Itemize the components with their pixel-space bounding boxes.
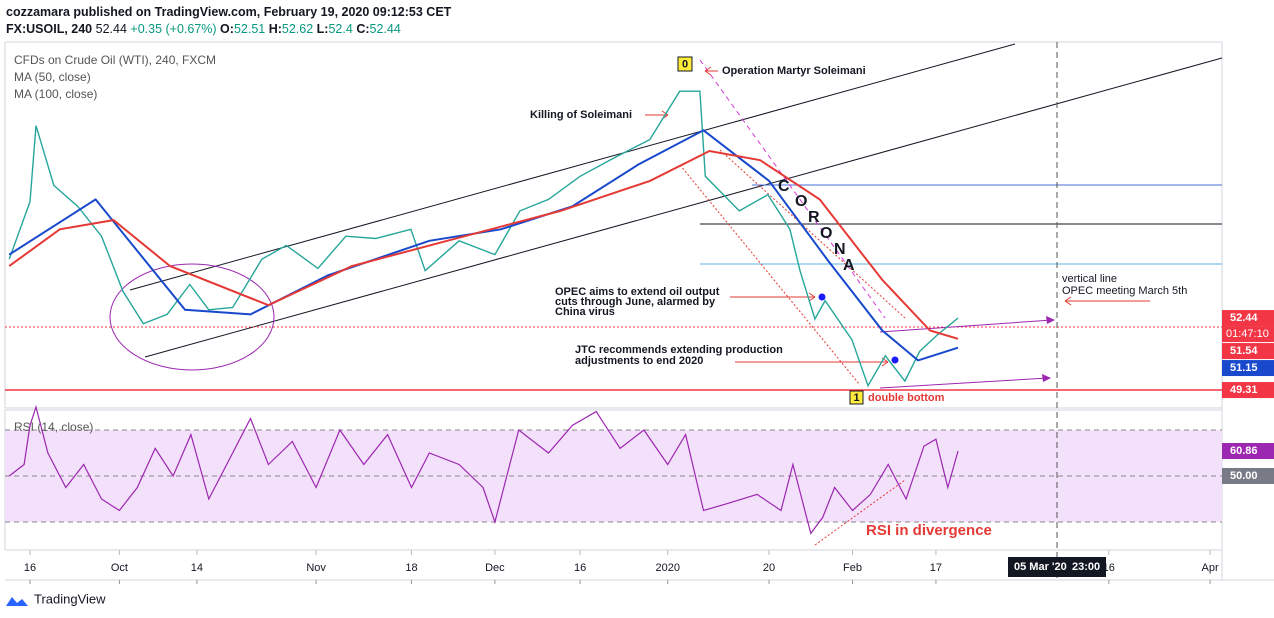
change: +0.35 (+0.67%) [130,22,217,36]
published-line: cozzamara published on TradingView.com, … [6,4,451,21]
price-label: 52.44 [1230,312,1258,324]
annotation: A [843,257,855,274]
annotation: OPEC aims to extend oil output [555,286,720,298]
legend-entry: MA (100, close) [14,87,97,101]
rsi-line [8,404,959,535]
rsi-label-box [1222,443,1274,460]
price-label-box [1222,382,1274,399]
ohlc-key: O: [220,22,234,36]
time-label: 05 Mar '20 [1014,561,1067,573]
x-tick-label: 16 [1103,562,1115,574]
marker-label: 0 [682,58,688,70]
ohlc-value: 52.51 [233,22,266,36]
published: cozzamara published on TradingView.com, … [6,5,452,19]
x-tick-label: Apr [1202,562,1219,574]
annotation: adjustments to end 2020 [575,355,703,367]
annotation: N [834,241,846,258]
price-pane [4,41,1223,409]
annotation: OPEC meeting March 5th [1062,285,1187,297]
annotation: O [820,225,832,242]
price-label: 51.54 [1230,345,1258,357]
annotation: vertical line [1062,273,1117,285]
ellipse [109,263,275,371]
time-label: 23:00 [1072,561,1100,573]
rsi-divergence-line [814,479,906,546]
arrow-head [1042,374,1051,382]
annotation: Killing of Soleimani [530,109,632,121]
trend-line [679,164,861,386]
marker-label: 1 [853,392,859,404]
annotation: O [795,193,807,210]
dot [891,356,899,364]
ohlc-key: C: [356,22,370,36]
marker-box [849,390,864,405]
ma-line [8,149,959,340]
arrow [730,292,816,302]
x-tick-label: Dec [485,562,505,574]
x-tick-label: Feb [843,562,862,574]
header: cozzamara published on TradingView.com, … [6,4,451,38]
ohlc-value: 52.4 [328,22,353,36]
legend-entry: MA (50, close) [14,70,91,84]
channel-upper [129,43,1016,291]
annotation: cuts through June, alarmed by [555,296,716,308]
arrow [1064,296,1150,306]
annotation: C [778,178,790,195]
rsi-label: 60.86 [1230,445,1258,457]
price-label-box [1222,360,1274,377]
x-tick-label: 18 [405,562,417,574]
ohlc-key: L: [316,22,329,36]
price-label-box [1222,343,1274,360]
x-tick-label: 2020 [655,562,679,574]
annotation: Operation Martyr Soleimani [722,65,866,77]
ohlc-value: 52.44 [369,22,401,36]
ohlc-key: H: [268,22,282,36]
trend-line [699,59,886,319]
countdown: 01:47:10 [1226,328,1269,340]
drawings [5,42,1223,580]
last-price: 52.44 [95,22,127,36]
arrow-head [1046,316,1055,324]
trend-line [719,149,906,319]
marker-box [677,56,693,72]
logo [6,597,28,606]
ohlc-value: 52.62 [281,22,314,36]
footer: TradingView [34,591,106,606]
price-line [8,90,959,388]
x-tick-label: 20 [763,562,775,574]
annotation: JTC recommends extending production [575,344,783,356]
annotation: China virus [555,306,615,318]
ohlc: O:52.51 H:52.62 L:52.4 C:52.44 [220,22,401,36]
x-tick-label: Oct [111,562,128,574]
arrow [879,319,1053,333]
quote-line: FX:USOIL, 240 52.44 +0.35 (+0.67%) O:52.… [6,21,451,38]
dot [818,293,826,301]
legend-entry: RSI (14, close) [14,420,93,434]
rsi-label: 50.00 [1230,470,1258,482]
price-label-box [1222,310,1274,327]
x-tick-label: 16 [574,562,586,574]
price-label: 51.15 [1230,362,1258,374]
x-tick-label: 16 [24,562,36,574]
rsi-label-box [1222,467,1274,484]
channel-lower [144,57,1223,358]
symbol: FX:USOIL, 240 [6,22,93,36]
x-tick-label: Nov [306,562,326,574]
time-label-box [1008,557,1106,577]
annotation: R [808,209,820,226]
countdown-box [1222,326,1274,343]
x-tick-label: 17 [930,562,942,574]
annotation: RSI in divergence [866,522,992,539]
arrow [704,66,718,76]
x-tick-label: 14 [191,562,203,574]
annotation: double bottom [868,392,945,404]
price-label: 49.31 [1230,384,1258,396]
arrow [879,377,1049,389]
chart-title: CFDs on Crude Oil (WTI), 240, FXCM [14,53,216,67]
